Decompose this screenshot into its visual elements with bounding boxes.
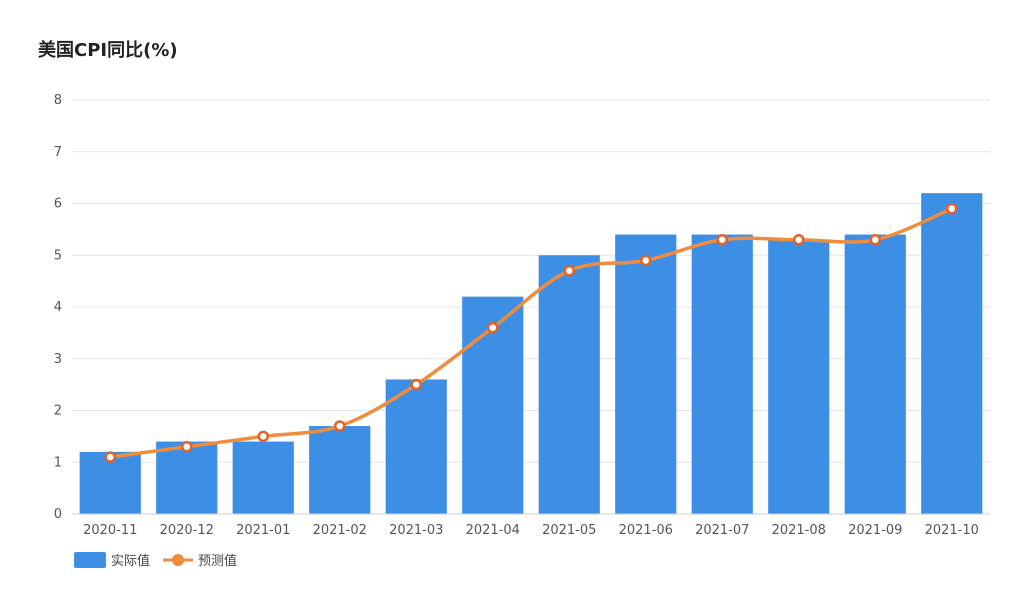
y-tick-label: 1 [54,455,62,470]
forecast-point-2020-11 [104,451,116,463]
forecast-point-2020-12 [181,440,193,453]
x-tick-label: 2021-01 [236,523,290,538]
bar-series [79,193,983,515]
bar-2020-12 [156,441,218,514]
forecast-point-2021-09 [869,233,881,246]
x-tick-label: 2020-12 [160,523,214,538]
forecast-point-2021-08 [793,233,805,246]
bar-2021-07 [691,234,753,515]
forecast-point-2021-02 [334,420,346,432]
y-tick-label: 0 [54,507,62,522]
legend-label-actual: 实际值 [111,553,150,569]
bar-2021-09 [844,234,906,515]
chart-title: 美国CPI同比(%) [38,40,178,61]
grid-lines [72,99,990,463]
x-tick-label: 2021-05 [542,523,596,538]
forecast-point-2021-06 [640,254,652,267]
bar-2021-01 [232,441,294,514]
legend-swatch-actual [74,552,106,568]
x-tick-label: 2021-07 [695,523,749,538]
x-tick-label: 2021-08 [772,523,826,538]
x-tick-label: 2021-09 [848,523,902,538]
x-tick-label: 2021-10 [925,523,979,538]
forecast-point-2021-10 [946,202,958,215]
y-tick-label: 2 [54,404,62,419]
legend-swatch-forecast-point [172,554,184,566]
bar-2021-10 [921,193,983,514]
x-tick-label: 2021-04 [466,523,520,538]
bar-2021-06 [615,234,677,515]
forecast-point-2021-05 [563,265,575,277]
forecast-point-2021-07 [716,233,728,246]
legend: 实际值 预测值 [74,552,237,569]
y-tick-label: 3 [54,352,62,367]
y-tick-label: 6 [54,197,62,212]
bar-2021-05 [538,255,600,514]
x-tick-label: 2021-06 [619,523,673,538]
line-series [104,202,958,463]
forecast-point-2021-04 [487,321,499,334]
bar-2021-02 [309,426,371,514]
y-tick-label: 5 [54,248,62,263]
bar-2021-03 [385,379,447,514]
axes: 0 1 2 3 4 5 6 7 8 2020-11 2020-12 2021-01 2021-02 202… [54,93,990,538]
legend-label-forecast: 预测值 [198,553,237,569]
bar-2021-08 [768,239,830,514]
x-tick-label: 2021-03 [389,523,443,538]
forecast-point-2021-01 [257,430,269,443]
forecast-point-2021-03 [410,378,422,391]
x-tick-label: 2021-02 [313,523,367,538]
x-tick-label: 2020-11 [83,523,137,538]
y-tick-label: 4 [54,300,62,315]
y-tick-label: 7 [54,145,62,160]
y-tick-label: 8 [54,93,62,108]
